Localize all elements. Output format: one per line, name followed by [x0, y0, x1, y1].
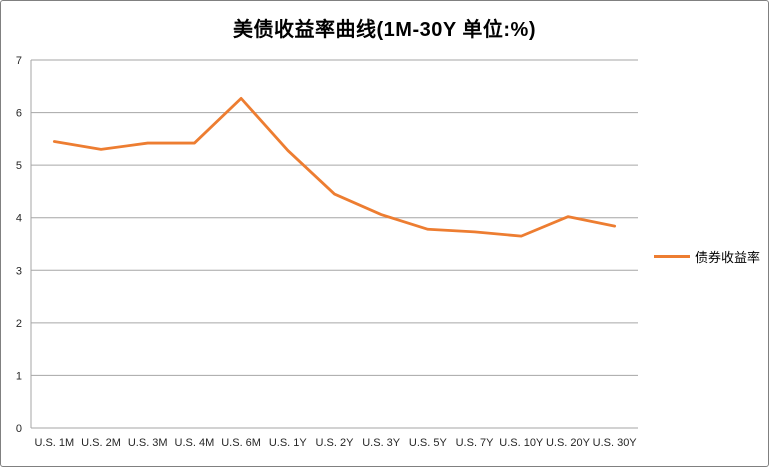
- chart-title: 美债收益率曲线(1M-30Y 单位:%): [233, 19, 536, 41]
- x-tick-label: U.S. 3M: [128, 437, 168, 449]
- yield-curve-line: [52, 96, 617, 238]
- x-tick-label: U.S. 7Y: [456, 437, 495, 449]
- x-tick-label: U.S. 6M: [221, 437, 261, 449]
- y-tick-label: 0: [16, 423, 22, 435]
- y-tick-label: 5: [16, 160, 22, 172]
- x-tick-label: U.S. 2M: [81, 437, 121, 449]
- x-tick-label: U.S. 1M: [34, 437, 74, 449]
- x-tick-label: U.S. 2Y: [316, 437, 355, 449]
- x-tick-label: U.S. 10Y: [499, 437, 544, 449]
- x-tick-label: U.S. 1Y: [269, 437, 308, 449]
- y-tick-label: 6: [16, 108, 22, 120]
- x-tick-label: U.S. 5Y: [409, 437, 448, 449]
- x-tick-label: U.S. 3Y: [362, 437, 401, 449]
- x-tick-label: U.S. 30Y: [593, 437, 638, 449]
- y-tick-label: 3: [16, 265, 22, 277]
- y-tick-label: 4: [16, 213, 22, 225]
- y-tick-label: 1: [16, 370, 22, 382]
- y-tick-label: 2: [16, 318, 22, 330]
- y-tick-label: 7: [16, 55, 22, 67]
- legend-line-marker: [654, 255, 690, 258]
- x-tick-label: U.S. 4M: [175, 437, 215, 449]
- legend-label: 债券收益率: [695, 250, 761, 265]
- x-tick-label: U.S. 20Y: [546, 437, 591, 449]
- legend: 债券收益率: [654, 247, 760, 266]
